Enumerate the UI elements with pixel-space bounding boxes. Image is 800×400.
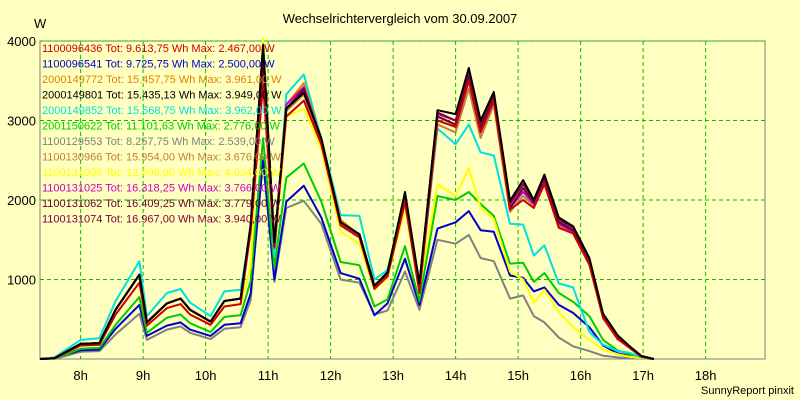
y-tick-label: 2000 <box>7 193 36 208</box>
x-tick-label: 18h <box>695 368 717 383</box>
x-tick-label: 14h <box>445 368 467 383</box>
x-tick-label: 8h <box>73 368 87 383</box>
y-axis-ticks: 1000 2000 3000 4000 <box>7 34 36 288</box>
legend-entry-2000149772: 2000149772 Tot: 15.457,75 Wh Max: 3.961,… <box>42 74 282 86</box>
legend-entry-1100131074: 1100131074 Tot: 16.967,00 Wh Max: 3.940,… <box>42 214 281 226</box>
y-axis-unit-label: W <box>34 16 47 31</box>
x-tick-label: 10h <box>195 368 217 383</box>
legend-entry-1100129553: 1100129553 Tot: 8.257,75 Wh Max: 2.539,0… <box>42 136 275 148</box>
y-tick-label: 4000 <box>7 34 36 49</box>
x-tick-label: 16h <box>570 368 592 383</box>
chart-title: Wechselrichtervergleich vom 30.09.2007 <box>283 11 518 26</box>
x-tick-label: 9h <box>136 368 150 383</box>
legend-entry-2000149852: 2000149852 Tot: 15.568,75 Wh Max: 3.962,… <box>42 105 282 117</box>
legend-entry-1100096436: 1100096436 Tot: 9.613,75 Wh Max: 2.467,0… <box>42 43 275 55</box>
x-tick-label: 17h <box>632 368 654 383</box>
legend-entry-1100130966: 1100130966 Tot: 15.954,00 Wh Max: 3.676,… <box>42 152 281 164</box>
legend-entry-1100131025: 1100131025 Tot: 16.318,25 Wh Max: 3.766,… <box>42 183 281 195</box>
series-lines <box>39 37 655 360</box>
legend-entry-2001150622: 2001150622 Tot: 11.101,63 Wh Max: 2.776,… <box>42 121 281 133</box>
x-tick-label: 15h <box>507 368 529 383</box>
legend-entry-1100131006: 1100131006 Tot: 12.906,00 Wh Max: 4.034,… <box>42 167 281 179</box>
x-tick-label: 13h <box>382 368 404 383</box>
series-line-2001150622 <box>39 137 654 360</box>
x-axis-ticks: 8h 9h 10h 11h 12h 13h 14h 15h 16h 17h 18h <box>73 368 716 383</box>
grid-lines <box>40 40 765 359</box>
x-tick-label: 12h <box>320 368 342 383</box>
y-tick-label: 3000 <box>7 114 36 129</box>
series-line-1100129553 <box>39 156 654 360</box>
series-line-2000149801 <box>39 44 655 360</box>
legend-entry-1100131062: 1100131062 Tot: 16.409,25 Wh Max: 3.779,… <box>42 198 281 210</box>
legend-entry-1100096541: 1100096541 Tot: 9.725,75 Wh Max: 2.500,0… <box>42 59 275 71</box>
legend: 1100096436 Tot: 9.613,75 Wh Max: 2.467,0… <box>42 43 282 226</box>
y-tick-label: 1000 <box>7 273 36 288</box>
x-tick-label: 11h <box>258 368 279 383</box>
footer-credit: SunnyReport pinxit <box>701 385 794 397</box>
series-line-1100096541 <box>39 159 654 360</box>
legend-entry-2000149801: 2000149801 Tot: 15.435,13 Wh Max: 3.949,… <box>42 90 282 102</box>
